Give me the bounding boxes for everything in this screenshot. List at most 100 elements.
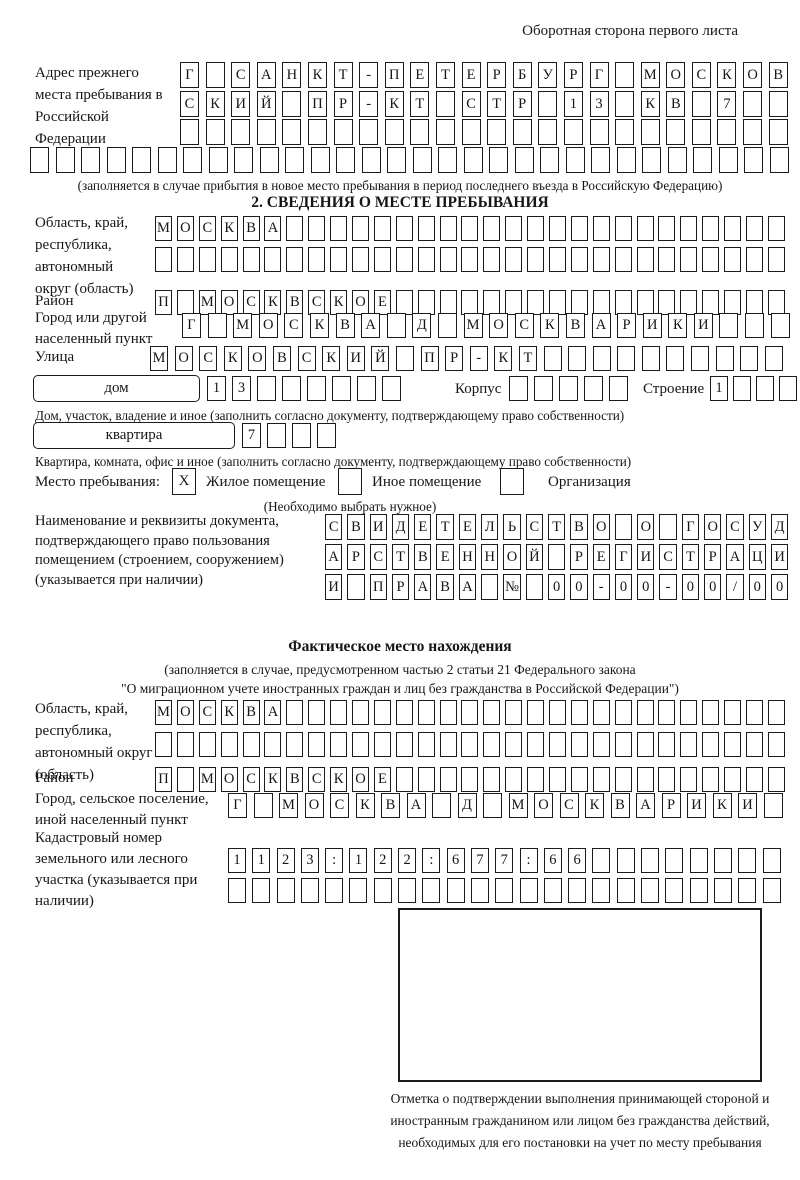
char-cell[interactable] (220, 247, 238, 272)
char-cell[interactable] (349, 878, 368, 903)
char-cell[interactable] (234, 147, 253, 173)
char-cell[interactable]: Р (570, 544, 588, 570)
char-cell[interactable]: 6 (446, 848, 465, 873)
char-cell[interactable]: А (325, 544, 343, 570)
char-cell[interactable] (286, 247, 304, 272)
char-cell[interactable] (505, 732, 523, 757)
char-cell[interactable] (641, 346, 660, 371)
char-cell[interactable]: С (525, 514, 543, 540)
char-cell[interactable] (702, 216, 720, 241)
char-cell[interactable] (527, 216, 545, 241)
char-cell[interactable]: - (659, 574, 677, 600)
char-cell[interactable]: С (297, 346, 316, 371)
char-cell[interactable] (768, 91, 788, 117)
char-cell[interactable]: Г (182, 313, 201, 338)
char-cell[interactable] (395, 290, 413, 315)
char-cell[interactable]: И (369, 514, 387, 540)
char-cell[interactable] (680, 247, 698, 272)
char-cell[interactable]: Р (391, 574, 410, 600)
char-cell[interactable]: К (309, 313, 329, 338)
char-cell[interactable]: С (180, 91, 199, 117)
char-cell[interactable] (437, 313, 457, 338)
char-cell[interactable]: В (272, 346, 291, 371)
char-cell[interactable] (198, 732, 216, 757)
char-cell[interactable] (398, 878, 417, 903)
char-cell[interactable] (592, 216, 610, 241)
char-cell[interactable] (614, 514, 633, 540)
char-cell[interactable]: О (174, 346, 193, 371)
char-cell[interactable]: М (279, 793, 298, 818)
char-cell[interactable]: Л (481, 514, 499, 540)
char-cell[interactable]: Н (481, 544, 499, 570)
char-cell[interactable] (132, 147, 151, 173)
char-cell[interactable] (286, 700, 304, 725)
char-cell[interactable] (614, 732, 632, 757)
char-cell[interactable] (592, 767, 610, 792)
char-cell[interactable]: Р (512, 91, 532, 117)
apartment-type-box[interactable]: квартира (33, 422, 235, 449)
char-cell[interactable] (614, 700, 632, 725)
char-cell[interactable] (282, 376, 301, 401)
char-cell[interactable]: С (461, 91, 481, 117)
char-cell[interactable]: 7 (470, 848, 489, 873)
stay-type-residential-checkbox[interactable]: X (172, 468, 196, 495)
char-cell[interactable]: 0 (637, 574, 655, 600)
char-cell[interactable] (615, 91, 635, 117)
char-cell[interactable]: П (155, 290, 172, 315)
char-cell[interactable] (176, 767, 194, 792)
char-cell[interactable] (463, 147, 483, 173)
char-cell[interactable] (549, 732, 567, 757)
char-cell[interactable] (592, 346, 611, 371)
char-cell[interactable] (336, 147, 355, 173)
char-cell[interactable] (570, 216, 588, 241)
char-cell[interactable] (483, 700, 501, 725)
char-cell[interactable] (155, 732, 172, 757)
char-cell[interactable] (373, 216, 391, 241)
char-cell[interactable]: Р (445, 346, 464, 371)
char-cell[interactable] (636, 290, 654, 315)
char-cell[interactable] (691, 91, 711, 117)
char-cell[interactable] (395, 732, 413, 757)
char-cell[interactable] (779, 376, 797, 401)
char-cell[interactable]: Б (512, 62, 532, 88)
char-cell[interactable] (308, 732, 326, 757)
char-cell[interactable] (253, 793, 273, 818)
char-cell[interactable] (417, 290, 435, 315)
char-cell[interactable] (106, 147, 126, 173)
char-cell[interactable]: Д (770, 514, 789, 540)
char-cell[interactable]: Р (333, 91, 353, 117)
char-cell[interactable]: Т (681, 544, 700, 570)
char-cell[interactable] (615, 119, 635, 145)
char-cell[interactable]: О (248, 346, 267, 371)
char-cell[interactable] (549, 247, 567, 272)
char-cell[interactable] (717, 119, 737, 145)
char-cell[interactable]: К (712, 793, 732, 818)
char-cell[interactable] (307, 119, 327, 145)
char-cell[interactable] (762, 848, 781, 873)
char-cell[interactable] (614, 247, 632, 272)
char-cell[interactable]: А (256, 62, 276, 88)
char-cell[interactable]: К (640, 91, 660, 117)
char-cell[interactable]: Г (180, 62, 199, 88)
char-cell[interactable] (680, 216, 698, 241)
char-cell[interactable] (767, 767, 785, 792)
char-cell[interactable]: В (610, 793, 630, 818)
char-cell[interactable] (768, 119, 788, 145)
char-cell[interactable] (658, 700, 676, 725)
char-cell[interactable] (481, 574, 499, 600)
char-cell[interactable] (333, 119, 353, 145)
char-cell[interactable] (540, 147, 559, 173)
char-cell[interactable] (461, 247, 479, 272)
char-cell[interactable] (439, 247, 457, 272)
char-cell[interactable]: О (352, 767, 370, 792)
char-cell[interactable] (505, 247, 523, 272)
char-cell[interactable]: В (381, 793, 400, 818)
char-cell[interactable]: Т (436, 514, 454, 540)
char-cell[interactable] (256, 119, 276, 145)
char-cell[interactable]: С (330, 793, 349, 818)
char-cell[interactable] (183, 147, 202, 173)
char-cell[interactable]: Р (347, 544, 365, 570)
char-cell[interactable] (373, 878, 392, 903)
char-cell[interactable] (307, 376, 326, 401)
char-cell[interactable]: 0 (614, 574, 633, 600)
